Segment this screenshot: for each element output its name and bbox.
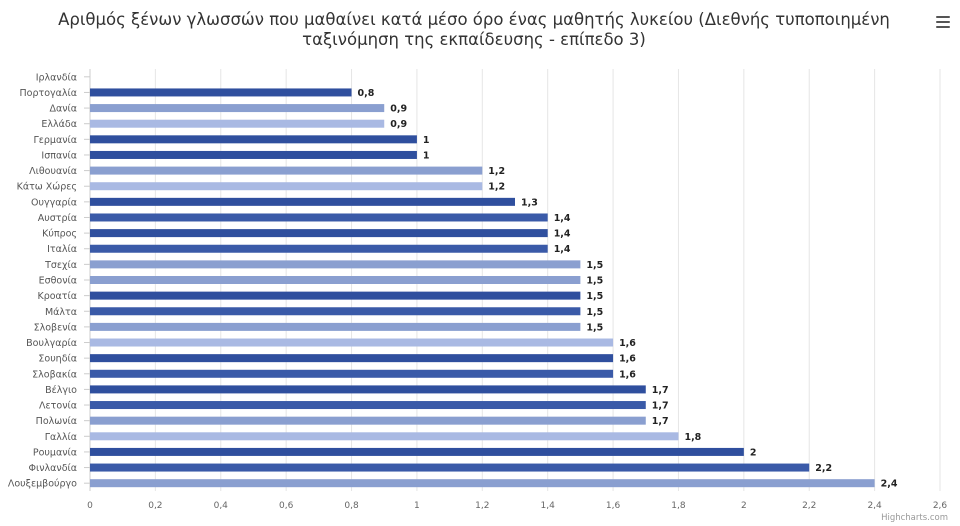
bar (90, 369, 614, 378)
category-label: Σουηδία (38, 354, 77, 365)
bar (90, 213, 548, 222)
bar (90, 197, 515, 206)
category-label: Βέλγιο (45, 385, 77, 396)
category-label: Τσεχία (44, 260, 77, 271)
data-label: 2 (750, 447, 757, 458)
data-label: 1,8 (684, 432, 701, 443)
data-label: 1,6 (619, 354, 636, 365)
x-tick-label: 1,8 (671, 501, 686, 511)
x-tick-label: 0,8 (344, 501, 359, 511)
category-label: Πορτογαλία (19, 88, 77, 99)
data-label: 1,5 (586, 307, 603, 318)
category-label: Ελλάδα (41, 119, 77, 130)
category-label: Ιταλία (47, 244, 77, 255)
bar (90, 354, 614, 363)
data-label: 0,9 (390, 119, 407, 130)
data-label: 1,5 (586, 291, 603, 302)
bar (90, 291, 581, 300)
data-label: 0,8 (358, 88, 375, 99)
bar (90, 135, 417, 144)
x-tick-label: 2,2 (802, 501, 816, 511)
data-label: 1,2 (488, 166, 505, 177)
x-tick-label: 1,6 (606, 501, 621, 511)
category-label: Κάτω Χώρες (17, 182, 77, 193)
category-label: Εσθονία (39, 276, 77, 287)
data-label: 1,2 (488, 182, 505, 193)
bar (90, 447, 744, 456)
bar (90, 104, 385, 113)
category-label: Λετονία (39, 401, 77, 412)
x-tick-label: 0,2 (148, 501, 162, 511)
bar (90, 244, 548, 253)
bar (90, 463, 810, 472)
bar (90, 119, 385, 128)
data-label: 1,5 (586, 276, 603, 287)
bar (90, 322, 581, 331)
data-label: 1,4 (554, 229, 571, 240)
category-label: Μάλτα (45, 307, 77, 318)
hamburger-menu-icon[interactable] (936, 16, 950, 28)
category-label: Φινλανδία (29, 463, 77, 474)
category-label: Σλοβακία (32, 369, 77, 380)
category-label: Γαλλία (45, 432, 77, 443)
bar (90, 416, 646, 425)
data-label: 1,6 (619, 338, 636, 349)
bar (90, 88, 352, 97)
category-label: Βουλγαρία (26, 338, 77, 349)
data-label: 1,4 (554, 244, 571, 255)
data-label: 1,7 (652, 416, 669, 427)
category-label: Γερμανία (33, 135, 77, 146)
x-tick-label: 2,4 (867, 501, 882, 511)
chart-title: Αριθμός ξένων γλωσσών που μαθαίνει κατά … (58, 10, 890, 49)
x-tick-label: 1,2 (475, 501, 489, 511)
x-tick-label: 0,6 (279, 501, 294, 511)
data-label: 1,3 (521, 197, 538, 208)
category-label: Ρουμανία (33, 447, 77, 458)
data-label: 1,7 (652, 401, 669, 412)
bar (90, 385, 646, 394)
category-label: Ιρλανδία (36, 72, 77, 83)
category-label: Πολωνία (36, 416, 77, 427)
category-label: Σλοβενία (34, 322, 77, 333)
category-label: Λουξεμβούργο (8, 479, 77, 490)
x-tick-label: 1 (414, 501, 420, 511)
category-label: Ισπανία (41, 150, 77, 161)
category-label: Κροατία (37, 291, 77, 302)
data-label: 2,4 (881, 479, 898, 490)
credits-link[interactable]: Highcharts.com (881, 513, 948, 523)
data-label: 1,7 (652, 385, 669, 396)
data-label: 1 (423, 135, 430, 146)
x-tick-label: 0,4 (214, 501, 229, 511)
bar (90, 229, 548, 238)
bar (90, 182, 483, 191)
bar (90, 338, 614, 347)
bar (90, 150, 417, 159)
bar (90, 479, 875, 488)
data-label: 1,6 (619, 369, 636, 380)
data-label: 1,4 (554, 213, 571, 224)
data-label: 1,5 (586, 260, 603, 271)
bar (90, 432, 679, 441)
category-label: Δανία (49, 104, 77, 115)
x-tick-label: 0 (87, 501, 93, 511)
bar (90, 401, 646, 410)
data-label: 0,9 (390, 104, 407, 115)
x-tick-label: 2 (741, 501, 747, 511)
x-tick-label: 1,4 (541, 501, 556, 511)
category-label: Λιθουανία (29, 166, 77, 177)
data-label: 1 (423, 150, 430, 161)
category-label: Κύπρος (42, 229, 77, 240)
data-label: 1,5 (586, 322, 603, 333)
bar (90, 307, 581, 316)
bar (90, 276, 581, 284)
x-tick-label: 2,6 (933, 501, 948, 511)
category-label: Αυστρία (38, 213, 77, 224)
data-label: 2,2 (815, 463, 832, 474)
category-label: Ουγγαρία (31, 197, 77, 208)
bar (90, 166, 483, 175)
bar (90, 260, 581, 269)
